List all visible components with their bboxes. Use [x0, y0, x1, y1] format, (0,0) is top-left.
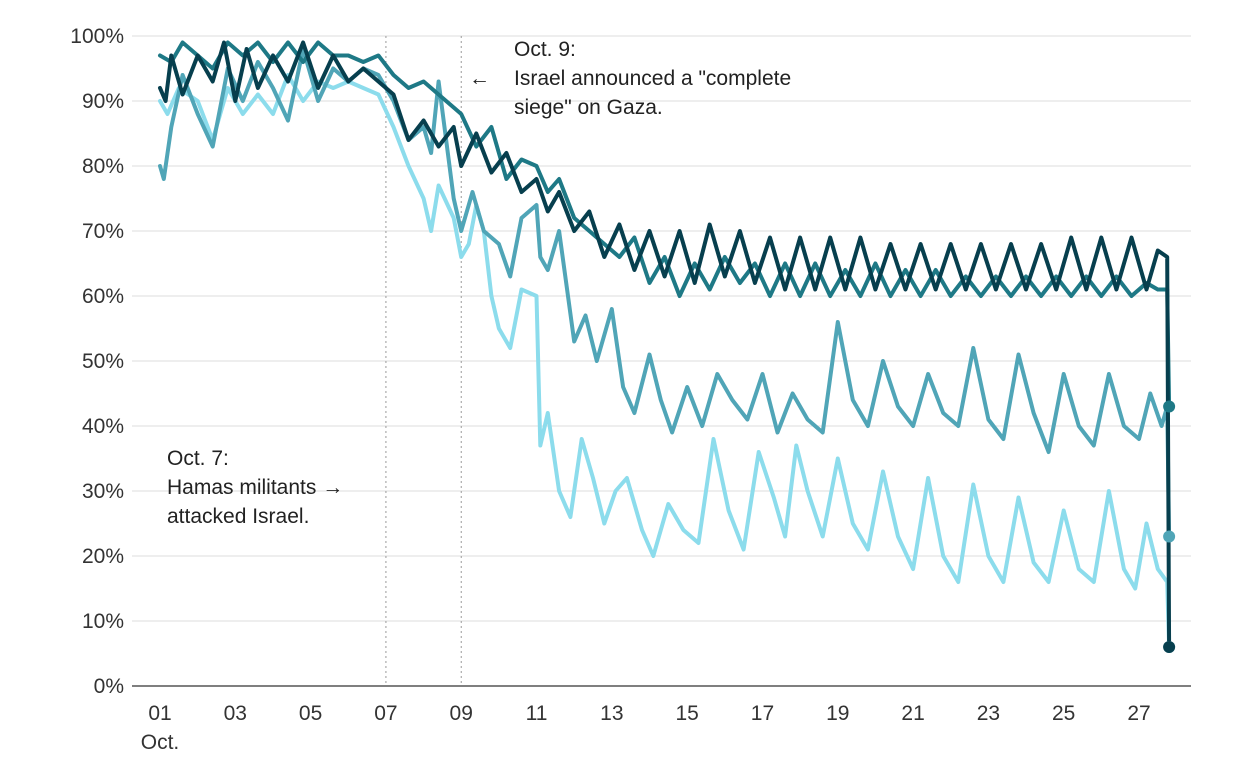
x-tick-label: 19 [826, 702, 849, 725]
y-tick-label: 50% [82, 350, 124, 373]
annotation-oct7-arrow: → [322, 476, 343, 499]
y-tick-label: 100% [70, 25, 124, 48]
series-line-4 [158, 40, 1172, 649]
y-tick-label: 30% [82, 480, 124, 503]
y-tick-label: 20% [82, 545, 124, 568]
annotation-oct7-line: attacked Israel. [167, 505, 309, 528]
y-tick-label: 10% [82, 610, 124, 633]
x-tick-label: 21 [901, 702, 924, 725]
x-tick-label: 23 [977, 702, 1000, 725]
annotation-oct7-line: Oct. 7: [167, 447, 229, 470]
x-tick-label: 09 [450, 702, 473, 725]
x-tick-label: 07 [374, 702, 397, 725]
annotation-oct9-line: Israel announced a "complete [514, 67, 791, 90]
x-tick-label: 03 [224, 702, 247, 725]
y-tick-label: 90% [82, 90, 124, 113]
series-line-3 [158, 40, 1172, 409]
series-lines [158, 40, 1172, 649]
x-tick-label: 01 [148, 702, 171, 725]
annotation-oct9: Oct. 9: ← Israel announced a "complete s… [469, 38, 797, 119]
x-tick-label: 25 [1052, 702, 1075, 725]
series-end-marker-4 [1163, 641, 1176, 653]
y-tick-label: 60% [82, 285, 124, 308]
gridlines [132, 35, 1191, 622]
series-end-marker-3 [1163, 400, 1176, 413]
x-axis-ticks: 01 03 05 07 09 11 13 15 17 19 21 23 25 27 Oct. [141, 702, 1151, 754]
end-markers [1163, 400, 1176, 653]
x-tick-label: 05 [299, 702, 322, 725]
annotation-oct7-text: Hamas militants [167, 476, 316, 499]
annotation-oct7: Oct. 7: Hamas militants → attacked Israe… [167, 447, 349, 528]
x-tick-label: 15 [675, 702, 698, 725]
annotation-oct9-line: siege" on Gaza. [514, 96, 663, 119]
annotation-oct9-line: Oct. 9: [514, 38, 576, 61]
y-tick-label: 0% [94, 675, 124, 698]
x-tick-label: 27 [1127, 702, 1150, 725]
y-axis-ticks: 0% 10% 20% 30% 40% 50% 60% 70% 80% 90% 100% [70, 25, 124, 698]
series-end-marker-2 [1163, 530, 1176, 543]
y-tick-label: 40% [82, 415, 124, 438]
x-month-label: Oct. [141, 731, 180, 754]
x-tick-label: 11 [526, 702, 548, 725]
x-tick-label: 13 [600, 702, 623, 725]
y-tick-label: 80% [82, 155, 124, 178]
reference-lines [385, 36, 462, 686]
y-tick-label: 70% [82, 220, 124, 243]
annotation-oct9-arrow: ← [469, 67, 490, 90]
series-line-2 [158, 47, 1172, 539]
x-tick-label: 17 [751, 702, 774, 725]
annotation-oct7-line: Hamas militants → [167, 476, 343, 499]
